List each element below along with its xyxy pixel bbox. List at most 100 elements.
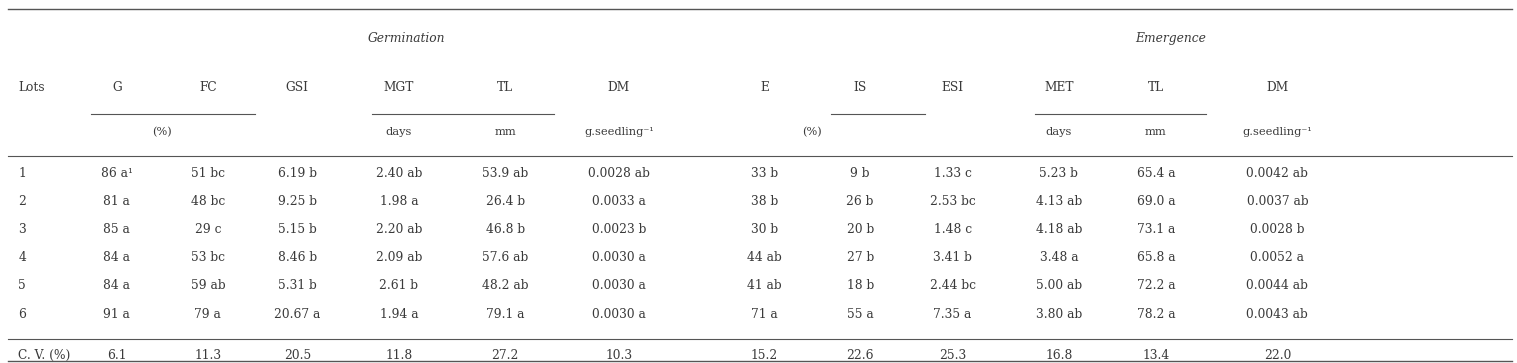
Text: 2: 2 <box>18 195 26 208</box>
Text: Emergence: Emergence <box>1136 32 1206 45</box>
Text: (%): (%) <box>801 127 822 138</box>
Text: days: days <box>1045 127 1073 138</box>
Text: DM: DM <box>608 81 630 94</box>
Text: 81 a: 81 a <box>103 195 130 208</box>
Text: 5.31 b: 5.31 b <box>278 279 317 292</box>
Text: MET: MET <box>1044 81 1074 94</box>
Text: 73.1 a: 73.1 a <box>1136 223 1176 236</box>
Text: MGT: MGT <box>384 81 414 94</box>
Text: 71 a: 71 a <box>751 307 778 321</box>
Text: 84 a: 84 a <box>103 251 130 264</box>
Text: 6.1: 6.1 <box>108 349 126 362</box>
Text: 1.98 a: 1.98 a <box>379 195 419 208</box>
Text: 11.3: 11.3 <box>194 349 221 362</box>
Text: 85 a: 85 a <box>103 223 130 236</box>
Text: 0.0043 ab: 0.0043 ab <box>1247 307 1308 321</box>
Text: 27 b: 27 b <box>846 251 874 264</box>
Text: (%): (%) <box>152 127 173 138</box>
Text: 48.2 ab: 48.2 ab <box>482 279 528 292</box>
Text: 72.2 a: 72.2 a <box>1136 279 1176 292</box>
Text: ESI: ESI <box>942 81 963 94</box>
Text: 0.0030 a: 0.0030 a <box>592 251 646 264</box>
Text: 20 b: 20 b <box>846 223 874 236</box>
Text: 0.0023 b: 0.0023 b <box>592 223 646 236</box>
Text: mm: mm <box>495 127 516 138</box>
Text: 2.53 bc: 2.53 bc <box>930 195 975 208</box>
Text: 2.09 ab: 2.09 ab <box>376 251 422 264</box>
Text: 0.0042 ab: 0.0042 ab <box>1247 167 1308 180</box>
Text: 9 b: 9 b <box>851 167 869 180</box>
Text: FC: FC <box>199 81 217 94</box>
Text: 2.20 ab: 2.20 ab <box>376 223 422 236</box>
Text: 91 a: 91 a <box>103 307 130 321</box>
Text: 0.0037 ab: 0.0037 ab <box>1247 195 1308 208</box>
Text: 22.6: 22.6 <box>846 349 874 362</box>
Text: 69.0 a: 69.0 a <box>1136 195 1176 208</box>
Text: 53 bc: 53 bc <box>191 251 225 264</box>
Text: E: E <box>760 81 769 94</box>
Text: 0.0030 a: 0.0030 a <box>592 279 646 292</box>
Text: 20.67 a: 20.67 a <box>275 307 320 321</box>
Text: 6: 6 <box>18 307 26 321</box>
Text: g.seedling⁻¹: g.seedling⁻¹ <box>1242 127 1312 138</box>
Text: 41 ab: 41 ab <box>748 279 781 292</box>
Text: 1.94 a: 1.94 a <box>379 307 419 321</box>
Text: 20.5: 20.5 <box>284 349 311 362</box>
Text: 4.13 ab: 4.13 ab <box>1036 195 1082 208</box>
Text: G: G <box>112 81 121 94</box>
Text: 8.46 b: 8.46 b <box>278 251 317 264</box>
Text: 65.8 a: 65.8 a <box>1136 251 1176 264</box>
Text: 7.35 a: 7.35 a <box>933 307 972 321</box>
Text: 25.3: 25.3 <box>939 349 966 362</box>
Text: 86 a¹: 86 a¹ <box>100 167 133 180</box>
Text: 33 b: 33 b <box>751 167 778 180</box>
Text: 84 a: 84 a <box>103 279 130 292</box>
Text: TL: TL <box>1148 81 1164 94</box>
Text: 3: 3 <box>18 223 26 236</box>
Text: 2.40 ab: 2.40 ab <box>376 167 422 180</box>
Text: 18 b: 18 b <box>846 279 874 292</box>
Text: 55 a: 55 a <box>846 307 874 321</box>
Text: 9.25 b: 9.25 b <box>278 195 317 208</box>
Text: 26 b: 26 b <box>846 195 874 208</box>
Text: 13.4: 13.4 <box>1142 349 1170 362</box>
Text: Germination: Germination <box>367 32 446 45</box>
Text: 3.80 ab: 3.80 ab <box>1036 307 1082 321</box>
Text: 46.8 b: 46.8 b <box>485 223 525 236</box>
Text: IS: IS <box>854 81 866 94</box>
Text: g.seedling⁻¹: g.seedling⁻¹ <box>584 127 654 138</box>
Text: 16.8: 16.8 <box>1045 349 1073 362</box>
Text: DM: DM <box>1267 81 1288 94</box>
Text: days: days <box>385 127 413 138</box>
Text: 1.48 c: 1.48 c <box>933 223 972 236</box>
Text: 22.0: 22.0 <box>1264 349 1291 362</box>
Text: 44 ab: 44 ab <box>748 251 781 264</box>
Text: 3.41 b: 3.41 b <box>933 251 972 264</box>
Text: TL: TL <box>498 81 513 94</box>
Text: 57.6 ab: 57.6 ab <box>482 251 528 264</box>
Text: 0.0030 a: 0.0030 a <box>592 307 646 321</box>
Text: 2.61 b: 2.61 b <box>379 279 419 292</box>
Text: 0.0033 a: 0.0033 a <box>592 195 646 208</box>
Text: Lots: Lots <box>18 81 46 94</box>
Text: 53.9 ab: 53.9 ab <box>482 167 528 180</box>
Text: 29 c: 29 c <box>194 223 221 236</box>
Text: 2.44 bc: 2.44 bc <box>930 279 975 292</box>
Text: 5: 5 <box>18 279 26 292</box>
Text: 26.4 b: 26.4 b <box>485 195 525 208</box>
Text: mm: mm <box>1145 127 1167 138</box>
Text: 78.2 a: 78.2 a <box>1136 307 1176 321</box>
Text: 48 bc: 48 bc <box>191 195 225 208</box>
Text: 0.0052 a: 0.0052 a <box>1250 251 1305 264</box>
Text: 0.0044 ab: 0.0044 ab <box>1247 279 1308 292</box>
Text: 1.33 c: 1.33 c <box>934 167 971 180</box>
Text: 15.2: 15.2 <box>751 349 778 362</box>
Text: 4: 4 <box>18 251 26 264</box>
Text: 59 ab: 59 ab <box>191 279 225 292</box>
Text: 0.0028 b: 0.0028 b <box>1250 223 1305 236</box>
Text: 79.1 a: 79.1 a <box>485 307 525 321</box>
Text: 5.23 b: 5.23 b <box>1039 167 1079 180</box>
Text: 6.19 b: 6.19 b <box>278 167 317 180</box>
Text: 1: 1 <box>18 167 26 180</box>
Text: 3.48 a: 3.48 a <box>1039 251 1079 264</box>
